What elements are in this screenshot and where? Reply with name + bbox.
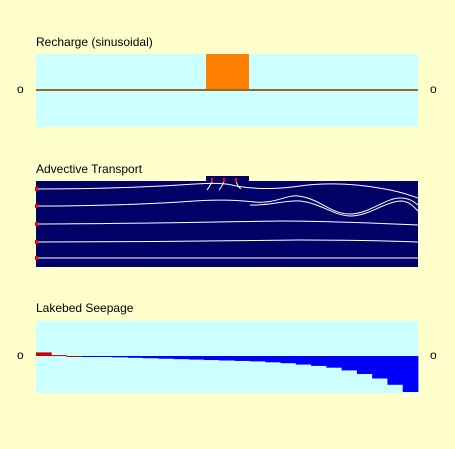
seepage-bars <box>36 352 419 392</box>
seepage-bar <box>249 356 266 362</box>
inflow-marker <box>35 204 38 208</box>
flowline <box>35 195 419 215</box>
seepage-bar <box>387 356 404 385</box>
flowline <box>35 220 419 226</box>
seepage-zero-left: o <box>17 348 24 362</box>
recharge-panel <box>36 54 418 127</box>
seepage-bar <box>326 356 342 368</box>
seepage-bar <box>341 356 358 371</box>
seepage-bar <box>51 355 67 357</box>
transport-panel <box>35 176 419 267</box>
inflow-marker <box>35 256 38 260</box>
seepage-bar <box>402 356 419 392</box>
seepage-bar <box>204 356 220 361</box>
seepage-bar <box>142 356 159 359</box>
seepage-panel <box>36 321 419 393</box>
seepage-title: Lakebed Seepage <box>36 301 134 315</box>
seepage-bar <box>173 356 190 360</box>
seepage-bar <box>356 356 373 374</box>
recharge-bar <box>206 54 249 90</box>
seepage-bar <box>66 356 83 357</box>
flowline <box>35 239 419 243</box>
inflow-marker <box>35 187 38 191</box>
seepage-zero-right: o <box>430 348 437 362</box>
inflow-marker <box>35 222 38 226</box>
transport-title: Advective Transport <box>36 162 143 176</box>
seepage-bar <box>280 356 297 364</box>
flowline <box>35 182 419 199</box>
seepage-bar <box>81 356 98 357</box>
source-marker <box>211 178 213 182</box>
seepage-bar <box>97 356 113 357</box>
seepage-bar <box>36 352 52 356</box>
inflow-marker <box>35 240 38 244</box>
flowline <box>249 200 419 217</box>
seepage-bar <box>372 356 388 379</box>
seepage-bar <box>112 356 129 358</box>
recharge-zero-right: o <box>430 82 437 96</box>
recharge-zero-left: o <box>17 82 24 96</box>
source-marker <box>223 178 225 182</box>
transport-source-box <box>206 176 249 182</box>
seepage-bar <box>127 356 144 358</box>
seepage-bar <box>158 356 174 359</box>
seepage-bar <box>234 356 251 361</box>
seepage-bar <box>219 356 236 361</box>
seepage-bar <box>188 356 205 360</box>
seepage-bar <box>265 356 281 363</box>
seepage-bar <box>311 356 327 366</box>
seepage-bar <box>295 356 312 365</box>
recharge-title: Recharge (sinusoidal) <box>36 35 153 49</box>
source-marker <box>235 178 237 182</box>
